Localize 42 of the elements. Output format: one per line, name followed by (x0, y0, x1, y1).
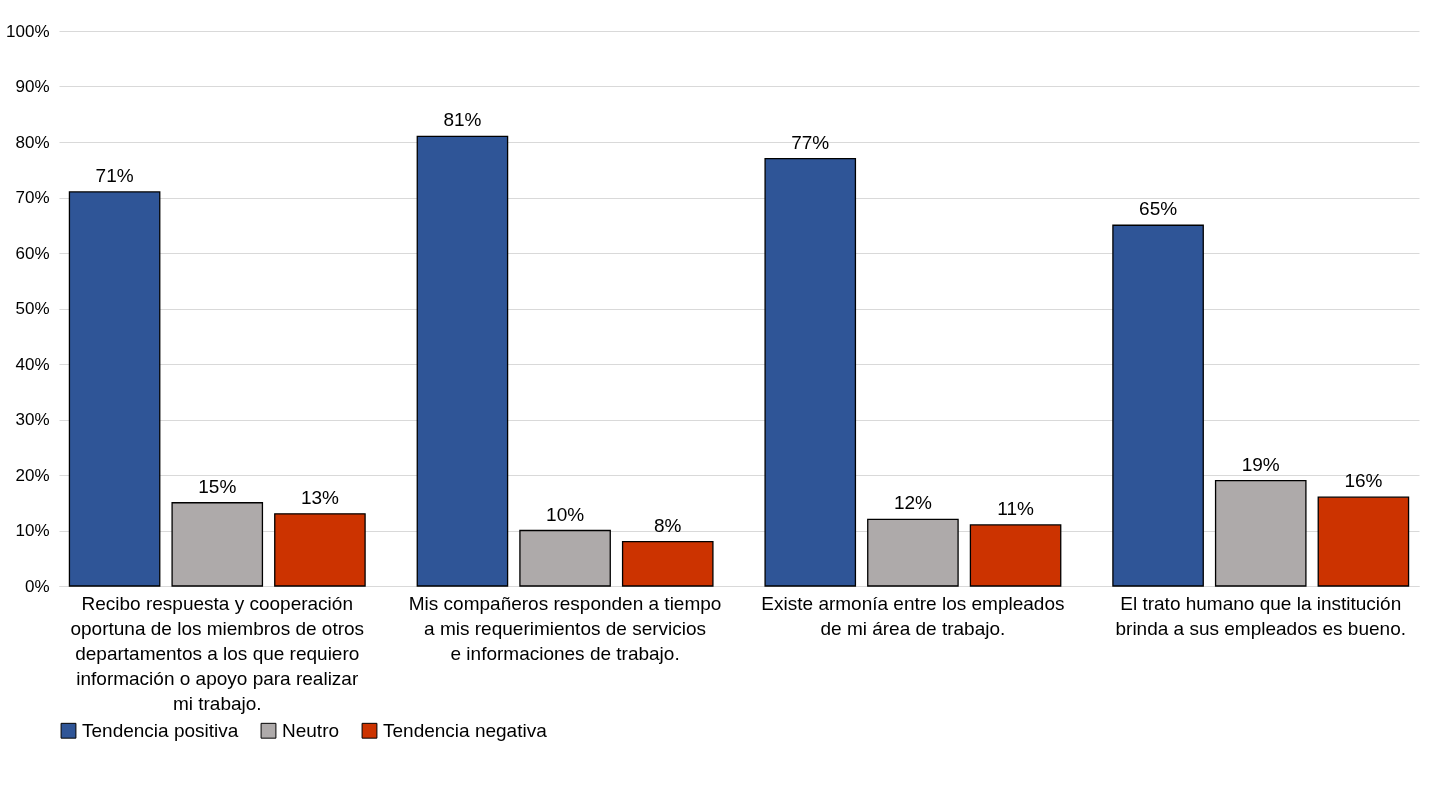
bar (416, 135, 509, 587)
data-label: 19% (1241, 453, 1280, 475)
data-label: 81% (443, 109, 482, 131)
bar (867, 518, 959, 587)
data-label: 71% (95, 164, 134, 186)
data-label: 13% (300, 486, 340, 508)
bar (969, 524, 1062, 587)
legend-label: Tendencia positiva (82, 719, 239, 741)
y-tick-label: 0% (24, 576, 50, 596)
data-label: 65% (1139, 198, 1178, 220)
y-tick-label: 10% (15, 521, 50, 540)
bar (68, 191, 161, 587)
bar (519, 529, 611, 587)
data-label: 15% (198, 475, 237, 497)
data-label: 8% (654, 514, 682, 536)
y-tick-label: 100% (6, 21, 50, 41)
y-tick-label: 60% (15, 243, 50, 263)
y-tick-label: 50% (15, 299, 50, 318)
data-label: 11% (997, 497, 1034, 519)
y-tick-label: 80% (15, 132, 50, 152)
y-tick-label: 70% (15, 188, 50, 207)
bar (1112, 224, 1204, 587)
y-tick-label: 40% (15, 354, 50, 374)
y-tick-label: 90% (15, 77, 50, 96)
data-label: 12% (893, 492, 933, 514)
bar (1214, 479, 1307, 587)
data-label: 16% (1344, 470, 1383, 492)
legend-label: Neutro (282, 719, 340, 741)
x-tick-label: El trato humano que la institución brinda a sus empleados es bueno. (1115, 592, 1406, 639)
bar (171, 502, 264, 587)
x-tick-label: Mis compañeros responden a tiempo a mis requerimientos de servicios e informaciones de trabajo. (408, 592, 722, 664)
x-tick-label: Recibo respuesta y cooperación oportuna de los miembros de otros departamentos a los que requiero información o apoyo para realizar mi trabajo. (70, 592, 365, 714)
data-label: 10% (546, 503, 585, 525)
bar (1317, 496, 1410, 587)
bar (274, 513, 366, 587)
y-tick-label: 20% (15, 465, 50, 485)
data-label: 77% (791, 131, 830, 153)
bar (764, 158, 857, 587)
x-tick-label: Existe armonía entre los empleados de mi área de trabajo. (761, 592, 1065, 639)
y-tick-label: 30% (15, 410, 50, 429)
legend-label: Tendencia negativa (383, 719, 548, 741)
bar (621, 540, 714, 587)
